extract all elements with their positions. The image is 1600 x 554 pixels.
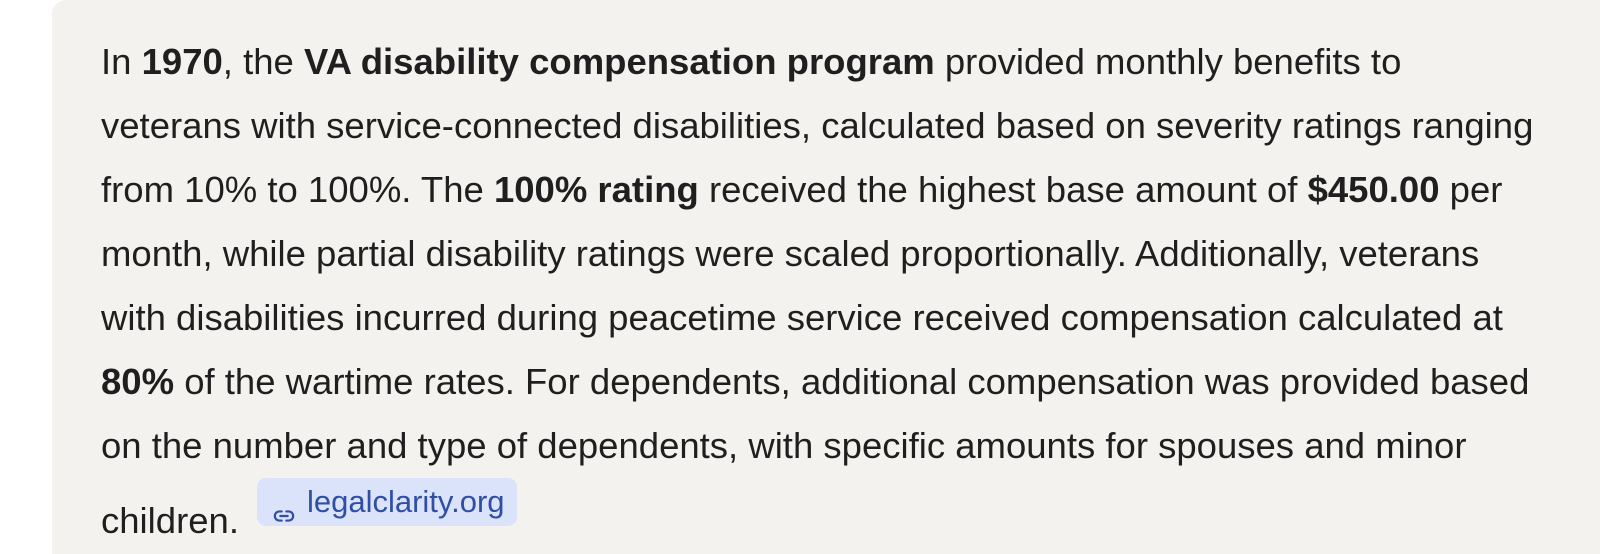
answer-paragraph: In 1970, the VA disability compensation … [101, 30, 1541, 553]
answer-bold-amount: $450.00 [1307, 169, 1440, 210]
answer-text-1: In [101, 41, 142, 82]
source-link-chip[interactable]: legalclarity.org [256, 478, 517, 526]
source-link-label: legalclarity.org [306, 484, 505, 519]
link-icon [273, 491, 295, 522]
answer-text-5: per month, while partial disability rati… [101, 169, 1503, 338]
answer-bold-year: 1970 [141, 41, 223, 82]
answer-card: In 1970, the VA disability compensation … [52, 0, 1600, 554]
answer-bold-rating: 100% rating [493, 169, 699, 210]
answer-bold-program: VA disability compensation program [303, 41, 935, 82]
answer-text-3: provided monthly benefits to veterans wi… [101, 41, 1534, 210]
answer-text-4: received the highest base amount of [698, 169, 1308, 210]
answer-text-2: , the [222, 41, 304, 82]
answer-text-6: of the wartime rates. For dependents, ad… [101, 361, 1530, 541]
answer-bold-percent: 80% [101, 361, 175, 402]
